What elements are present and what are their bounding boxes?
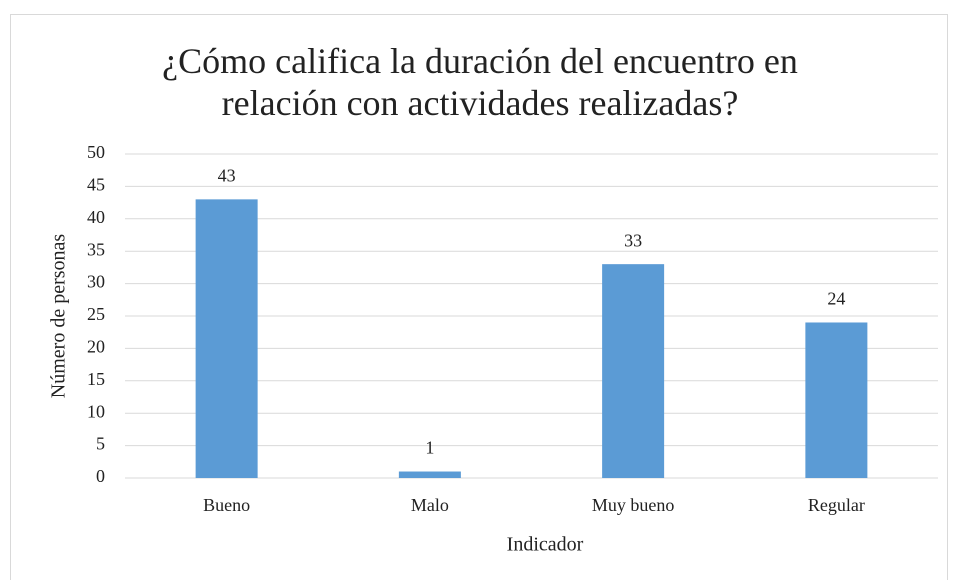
- y-tick-label: 15: [87, 369, 105, 389]
- x-tick-label: Muy bueno: [592, 495, 675, 515]
- data-label: 33: [624, 230, 642, 250]
- data-label: 24: [827, 289, 845, 309]
- y-tick-label: 0: [96, 466, 105, 486]
- chart-frame: [10, 14, 948, 580]
- bar: [398, 471, 461, 478]
- x-tick-label: Regular: [808, 495, 865, 515]
- data-label: 1: [425, 438, 434, 458]
- y-tick-label: 50: [87, 142, 105, 162]
- y-tick-label: 35: [87, 239, 105, 259]
- bar: [805, 322, 868, 478]
- y-tick-label: 45: [87, 175, 105, 195]
- y-tick-label: 20: [87, 337, 105, 357]
- data-label: 43: [218, 165, 236, 185]
- y-tick-label: 10: [87, 401, 105, 421]
- y-tick-label: 25: [87, 304, 105, 324]
- bar: [195, 199, 258, 479]
- y-axis-label: Número de personas: [48, 234, 70, 399]
- x-tick-label: Malo: [411, 495, 449, 515]
- y-tick-label: 40: [87, 207, 105, 227]
- chart-title: ¿Cómo califica la duración del encuentro…: [162, 41, 798, 123]
- y-tick-label: 5: [96, 434, 105, 454]
- bar: [602, 264, 665, 478]
- y-tick-label: 30: [87, 272, 105, 292]
- x-tick-label: Bueno: [203, 495, 250, 515]
- x-axis-label: Indicador: [507, 534, 584, 556]
